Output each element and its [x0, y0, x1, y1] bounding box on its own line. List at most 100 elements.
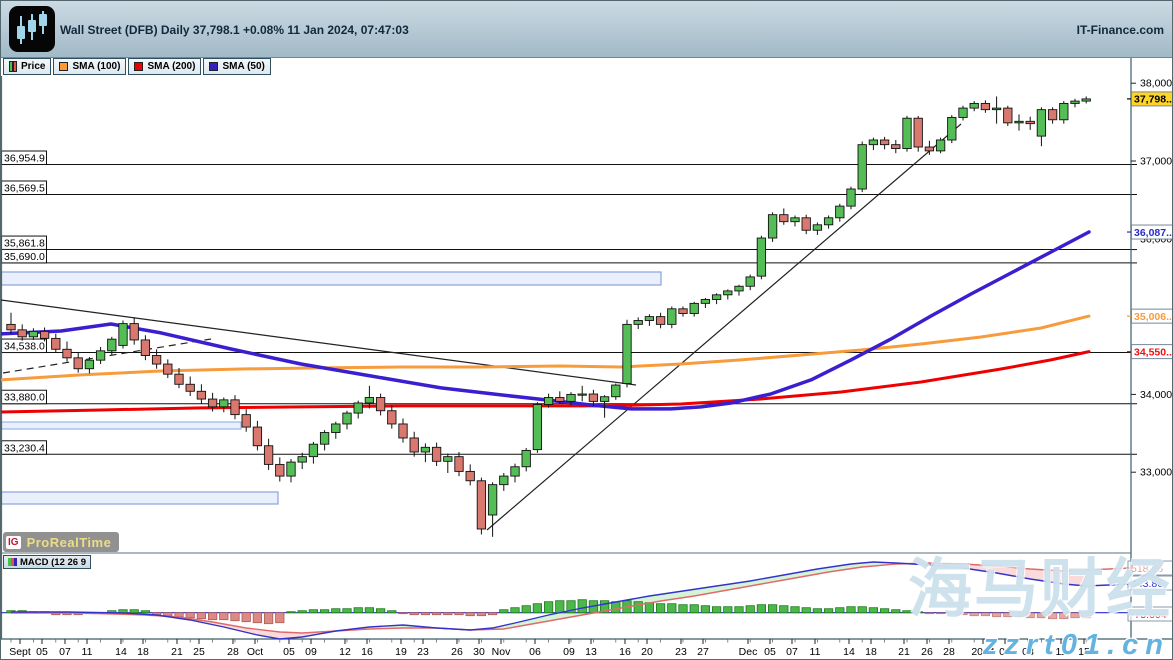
candle[interactable]	[17, 329, 27, 338]
candle[interactable]	[868, 139, 879, 146]
candle[interactable]	[331, 423, 341, 433]
candle[interactable]	[499, 475, 509, 486]
candle[interactable]	[443, 456, 453, 462]
candle[interactable]	[476, 480, 487, 530]
candle[interactable]	[532, 404, 543, 451]
candle[interactable]	[644, 316, 655, 321]
candle[interactable]	[84, 359, 95, 370]
time-label[interactable]: 30	[473, 646, 485, 658]
candle[interactable]	[980, 102, 991, 111]
candle[interactable]	[73, 357, 83, 370]
time-label[interactable]: 18	[137, 646, 149, 658]
candle[interactable]	[588, 393, 599, 402]
candle[interactable]	[767, 214, 778, 239]
candle[interactable]	[387, 410, 397, 425]
candle[interactable]	[375, 397, 386, 412]
candle[interactable]	[521, 449, 531, 468]
time-label[interactable]: 25	[193, 646, 205, 658]
candle[interactable]	[846, 188, 856, 207]
time-label[interactable]: 13	[585, 646, 597, 658]
drawing-zone[interactable]	[1, 421, 242, 430]
candle[interactable]	[95, 350, 106, 361]
time-label[interactable]: 2024	[971, 646, 995, 658]
candle[interactable]	[913, 117, 923, 148]
time-label[interactable]: 23	[675, 646, 687, 658]
trendline[interactable]	[1, 299, 637, 386]
candle[interactable]	[364, 397, 375, 404]
macd-legend-tab[interactable]: MACD (12 26 9	[3, 555, 91, 569]
candle[interactable]	[185, 383, 195, 392]
candle[interactable]	[118, 323, 128, 346]
time-label[interactable]: 05	[283, 646, 295, 658]
time-label[interactable]: Dec	[739, 646, 758, 658]
candle[interactable]	[319, 432, 330, 445]
sma200-line[interactable]	[1, 350, 1091, 414]
candle[interactable]	[969, 102, 979, 109]
candle[interactable]	[790, 217, 800, 223]
candle[interactable]	[196, 390, 207, 400]
sma50-line[interactable]	[1, 230, 1091, 411]
candle[interactable]	[823, 217, 834, 226]
time-label[interactable]: 18	[865, 646, 877, 658]
time-label[interactable]: 04	[999, 646, 1011, 658]
candle[interactable]	[745, 276, 755, 287]
provider-brand[interactable]: IT-Finance.com	[1076, 23, 1164, 37]
candle[interactable]	[711, 294, 722, 300]
time-label[interactable]: 14	[843, 646, 855, 658]
time-label[interactable]: 21	[171, 646, 183, 658]
time-label[interactable]: 27	[697, 646, 709, 658]
candle[interactable]	[555, 397, 565, 402]
candle[interactable]	[454, 456, 464, 472]
candle[interactable]	[611, 384, 621, 398]
time-label[interactable]: 23	[417, 646, 429, 658]
candle[interactable]	[1059, 102, 1069, 121]
candle[interactable]	[207, 398, 218, 408]
candle[interactable]	[39, 330, 50, 339]
candle[interactable]	[667, 308, 677, 325]
candle[interactable]	[353, 402, 363, 414]
candle[interactable]	[342, 412, 352, 425]
candle[interactable]	[577, 393, 587, 396]
sma100-line[interactable]	[1, 314, 1091, 382]
candle[interactable]	[51, 337, 61, 350]
time-label[interactable]: 07	[59, 646, 71, 658]
time-label[interactable]: Oct	[247, 646, 263, 658]
candle[interactable]	[566, 393, 576, 402]
candle[interactable]	[219, 399, 229, 408]
candle[interactable]	[935, 139, 946, 152]
candle[interactable]	[812, 224, 823, 231]
candle[interactable]	[879, 139, 890, 146]
time-label[interactable]: 14	[115, 646, 127, 658]
trendline[interactable]	[486, 123, 962, 531]
candle[interactable]	[633, 320, 643, 325]
legend-price-tab[interactable]: Price	[3, 58, 52, 75]
candle[interactable]	[991, 107, 1002, 111]
candle[interactable]	[779, 214, 789, 223]
time-label[interactable]: 05	[36, 646, 48, 658]
price-tag-box[interactable]	[1131, 308, 1173, 324]
time-label[interactable]: 11	[1056, 646, 1067, 658]
prorealtime-badge[interactable]: IG ProRealTime	[3, 532, 120, 552]
candle[interactable]	[28, 330, 39, 338]
candle[interactable]	[1036, 109, 1047, 137]
time-label[interactable]: 16	[619, 646, 631, 658]
candle[interactable]	[431, 446, 442, 462]
candle[interactable]	[487, 484, 498, 516]
time-label[interactable]: 08	[1022, 646, 1034, 658]
time-label[interactable]: 20	[641, 646, 653, 658]
time-label[interactable]: Nov	[492, 646, 511, 658]
candle[interactable]	[756, 237, 767, 277]
time-label[interactable]: 19	[395, 646, 407, 658]
price-tag-box[interactable]	[1131, 344, 1173, 360]
candle[interactable]	[107, 338, 117, 352]
time-label[interactable]: 15	[1078, 646, 1090, 658]
candle[interactable]	[655, 316, 666, 325]
candle[interactable]	[263, 445, 274, 465]
candle[interactable]	[275, 463, 285, 477]
app-logo-candlestick-icon[interactable]	[9, 6, 55, 52]
candle[interactable]	[723, 290, 733, 296]
price-tag-box[interactable]	[1131, 224, 1173, 240]
time-label[interactable]: 09	[563, 646, 575, 658]
candle[interactable]	[6, 323, 16, 331]
candle[interactable]	[465, 470, 475, 482]
